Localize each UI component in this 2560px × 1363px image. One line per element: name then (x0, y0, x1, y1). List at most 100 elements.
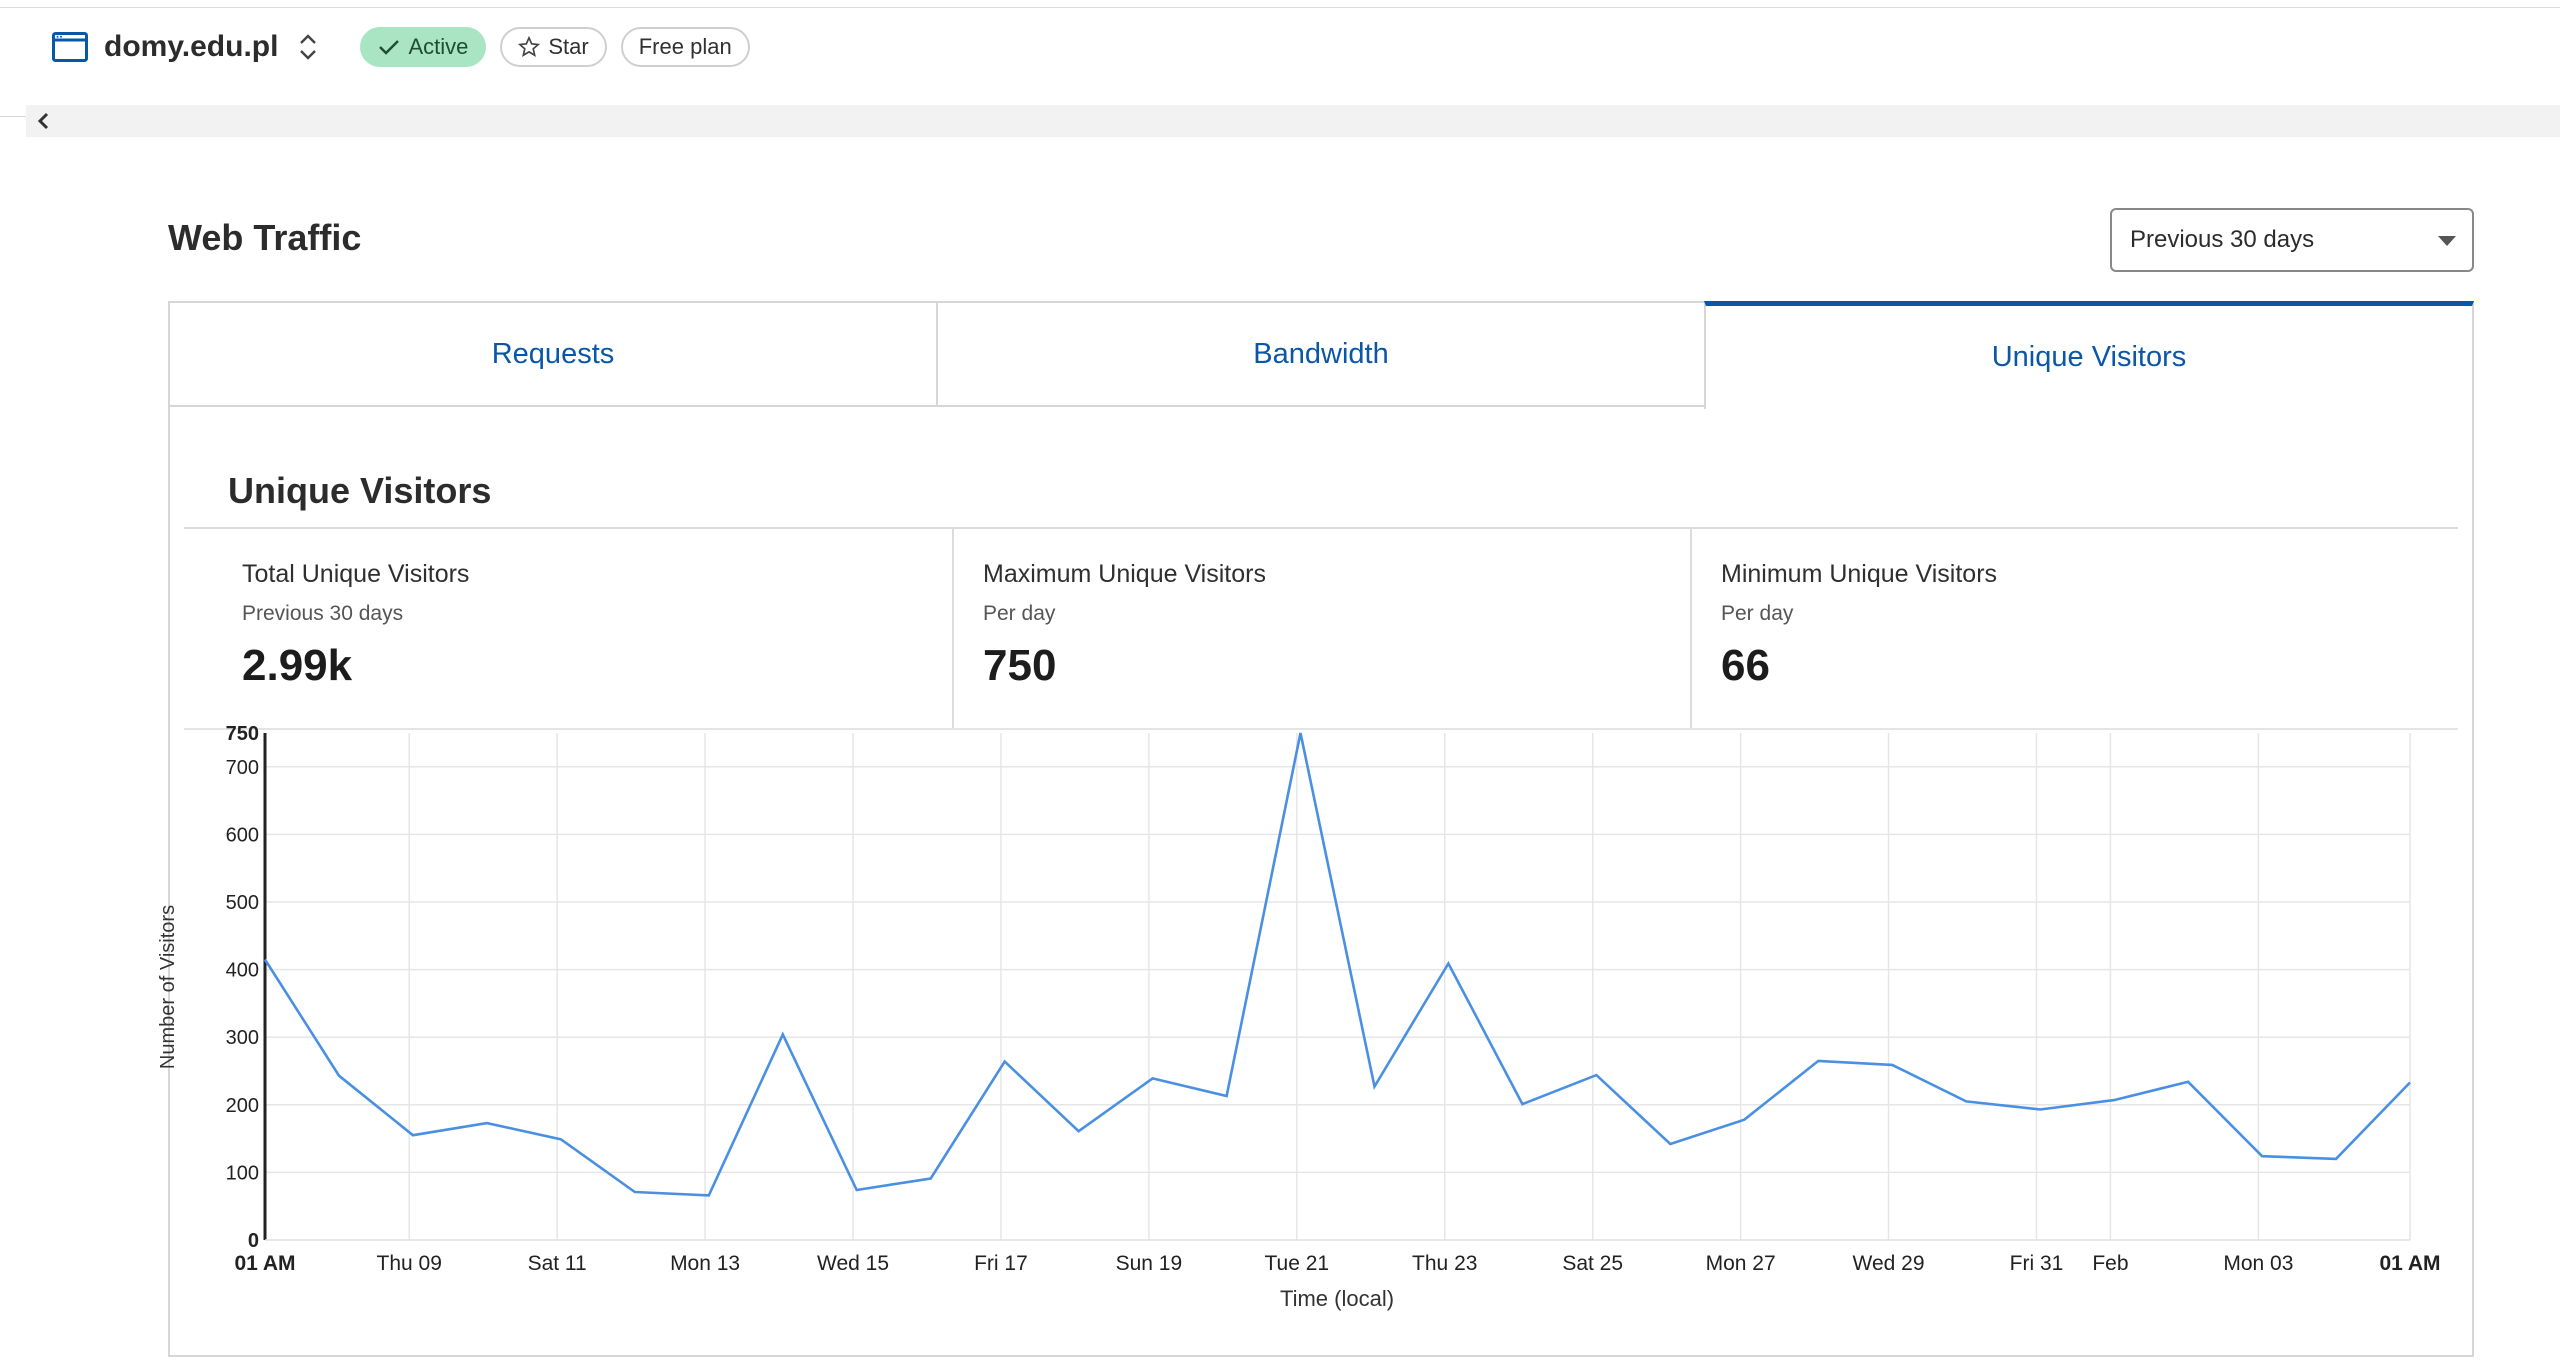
panel-title: Unique Visitors (228, 470, 492, 511)
data-point[interactable] (1224, 1093, 1230, 1099)
tab-bandwidth[interactable]: Bandwidth (936, 301, 1706, 407)
divider (184, 728, 2458, 730)
divider (184, 527, 2458, 529)
chevron-left-icon (37, 112, 49, 130)
data-point[interactable] (1889, 1062, 1895, 1068)
plan-badge-label: Free plan (638, 34, 732, 59)
star-icon (518, 36, 541, 58)
data-point[interactable] (780, 1031, 786, 1037)
check-icon (378, 38, 400, 56)
y-tick-label: 500 (226, 892, 259, 914)
data-point[interactable] (2259, 1153, 2265, 1159)
y-tick-label: 400 (226, 960, 259, 982)
stat-label: Maximum Unique Visitors (983, 560, 1266, 588)
data-point[interactable] (1445, 961, 1451, 967)
y-tick-label: 600 (226, 824, 259, 846)
data-point[interactable] (484, 1120, 490, 1126)
stat-label: Total Unique Visitors (242, 560, 470, 588)
x-tick-label: Tue 21 (1265, 1252, 1330, 1275)
x-tick-label: Feb (2092, 1252, 2128, 1275)
stat-minimum-unique-visitors: Minimum Unique Visitors Per day 66 (1690, 529, 2460, 728)
data-point[interactable] (2037, 1107, 2043, 1113)
stat-label: Minimum Unique Visitors (1721, 560, 1998, 588)
x-tick-label: Wed 29 (1853, 1252, 1925, 1275)
y-tick-label: 200 (226, 1095, 259, 1117)
stat-value: 66 (1721, 641, 1770, 690)
x-tick-label: Mon 27 (1706, 1252, 1776, 1275)
unique-visitors-series-line (263, 732, 2411, 1197)
x-tick-label: Fri 17 (974, 1252, 1028, 1275)
time-range-value: Previous 30 days (2130, 226, 2315, 253)
data-point[interactable] (928, 1175, 934, 1181)
data-point[interactable] (1002, 1059, 1008, 1065)
data-point[interactable] (558, 1136, 564, 1142)
site-header: domy.edu.pl Active Star Free plan (52, 22, 750, 72)
stat-sub: Previous 30 days (242, 602, 404, 625)
y-tick-label: 700 (226, 757, 259, 779)
y-tick-label: 300 (226, 1027, 259, 1049)
plan-badge: Free plan (620, 27, 750, 67)
sidebar-collapse-bar (26, 105, 2560, 137)
stat-maximum-unique-visitors: Maximum Unique Visitors Per day 750 (952, 529, 1692, 728)
x-tick-label: Fri 31 (2010, 1252, 2064, 1275)
data-point[interactable] (706, 1192, 712, 1198)
data-point[interactable] (1371, 1084, 1377, 1090)
divider (0, 116, 26, 117)
data-point[interactable] (1298, 730, 1304, 736)
y-tick-label: 100 (226, 1162, 259, 1184)
x-tick-label: 01 AM (2379, 1252, 2440, 1275)
x-tick-label: Sat 11 (528, 1252, 587, 1275)
data-point[interactable] (2333, 1156, 2339, 1162)
y-tick-label: 750 (226, 723, 259, 745)
data-point[interactable] (1519, 1101, 1525, 1107)
traffic-tabs: Requests Bandwidth Unique Visitors (168, 301, 2474, 409)
stat-sub: Per day (1721, 602, 1794, 625)
status-badge-label: Active (408, 34, 469, 59)
stat-value: 2.99k (242, 641, 353, 690)
top-rule (0, 0, 2560, 8)
x-tick-label: Thu 23 (1412, 1252, 1477, 1275)
chevron-up-down-icon[interactable] (296, 32, 320, 62)
data-point[interactable] (1667, 1141, 1673, 1147)
y-axis-title: Number of Visitors (157, 905, 179, 1069)
time-range-select[interactable]: Previous 30 days (2110, 208, 2474, 272)
data-point[interactable] (262, 956, 268, 962)
data-point[interactable] (1741, 1117, 1747, 1123)
data-point[interactable] (1076, 1128, 1082, 1134)
collapse-sidebar-button[interactable] (26, 105, 60, 137)
dropdown-caret-icon (2438, 236, 2456, 246)
star-button[interactable]: Star (500, 27, 607, 67)
tab-unique-visitors[interactable]: Unique Visitors (1704, 301, 2474, 409)
divider (168, 1355, 2474, 1357)
data-point[interactable] (854, 1187, 860, 1193)
data-point[interactable] (1150, 1075, 1156, 1081)
x-tick-label: Sun 19 (1116, 1252, 1183, 1275)
x-tick-label: Sat 25 (1562, 1252, 1623, 1275)
stat-total-unique-visitors: Total Unique Visitors Previous 30 days 2… (184, 529, 952, 728)
unique-visitors-panel (168, 407, 2474, 1357)
x-axis-title: Time (local) (1280, 1286, 1394, 1311)
data-point[interactable] (632, 1189, 638, 1195)
data-point[interactable] (2407, 1079, 2413, 1085)
data-point[interactable] (2185, 1079, 2191, 1085)
site-name: domy.edu.pl (104, 30, 279, 63)
star-label: Star (548, 34, 589, 59)
x-tick-label: Wed 15 (817, 1252, 889, 1275)
page-title: Web Traffic (168, 217, 362, 258)
data-point[interactable] (410, 1132, 416, 1138)
data-point[interactable] (1593, 1072, 1599, 1078)
browser-window-icon (52, 32, 88, 62)
data-point[interactable] (2111, 1097, 2117, 1103)
x-tick-label: 01 AM (234, 1252, 295, 1275)
x-tick-label: Thu 09 (377, 1252, 442, 1275)
data-point[interactable] (1815, 1058, 1821, 1064)
unique-visitors-line-chart: 0 100 200 300 400 500 600 700 750 01 AM Thu 09 Sat … (157, 723, 2441, 1311)
tab-requests[interactable]: Requests (168, 301, 938, 407)
stat-sub: Per day (983, 602, 1056, 625)
data-point[interactable] (336, 1073, 342, 1079)
status-badge: Active (360, 27, 487, 67)
stat-value: 750 (983, 641, 1057, 690)
x-tick-label: Mon 03 (2223, 1252, 2293, 1275)
y-tick-label: 0 (248, 1230, 259, 1252)
data-point[interactable] (1963, 1098, 1969, 1104)
